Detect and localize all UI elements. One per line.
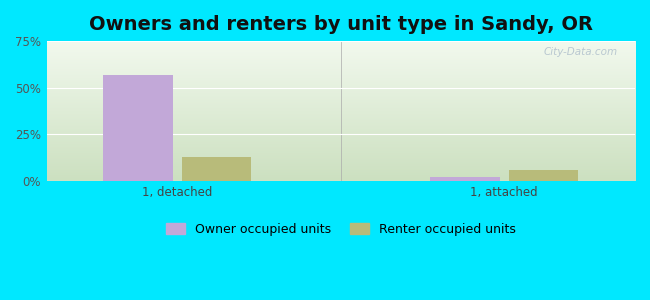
Text: City-Data.com: City-Data.com (543, 47, 618, 57)
Title: Owners and renters by unit type in Sandy, OR: Owners and renters by unit type in Sandy… (89, 15, 593, 34)
Bar (430, 177, 500, 181)
Bar (103, 75, 173, 181)
Legend: Owner occupied units, Renter occupied units: Owner occupied units, Renter occupied un… (161, 218, 521, 241)
Bar (508, 170, 578, 181)
Bar (182, 157, 252, 181)
